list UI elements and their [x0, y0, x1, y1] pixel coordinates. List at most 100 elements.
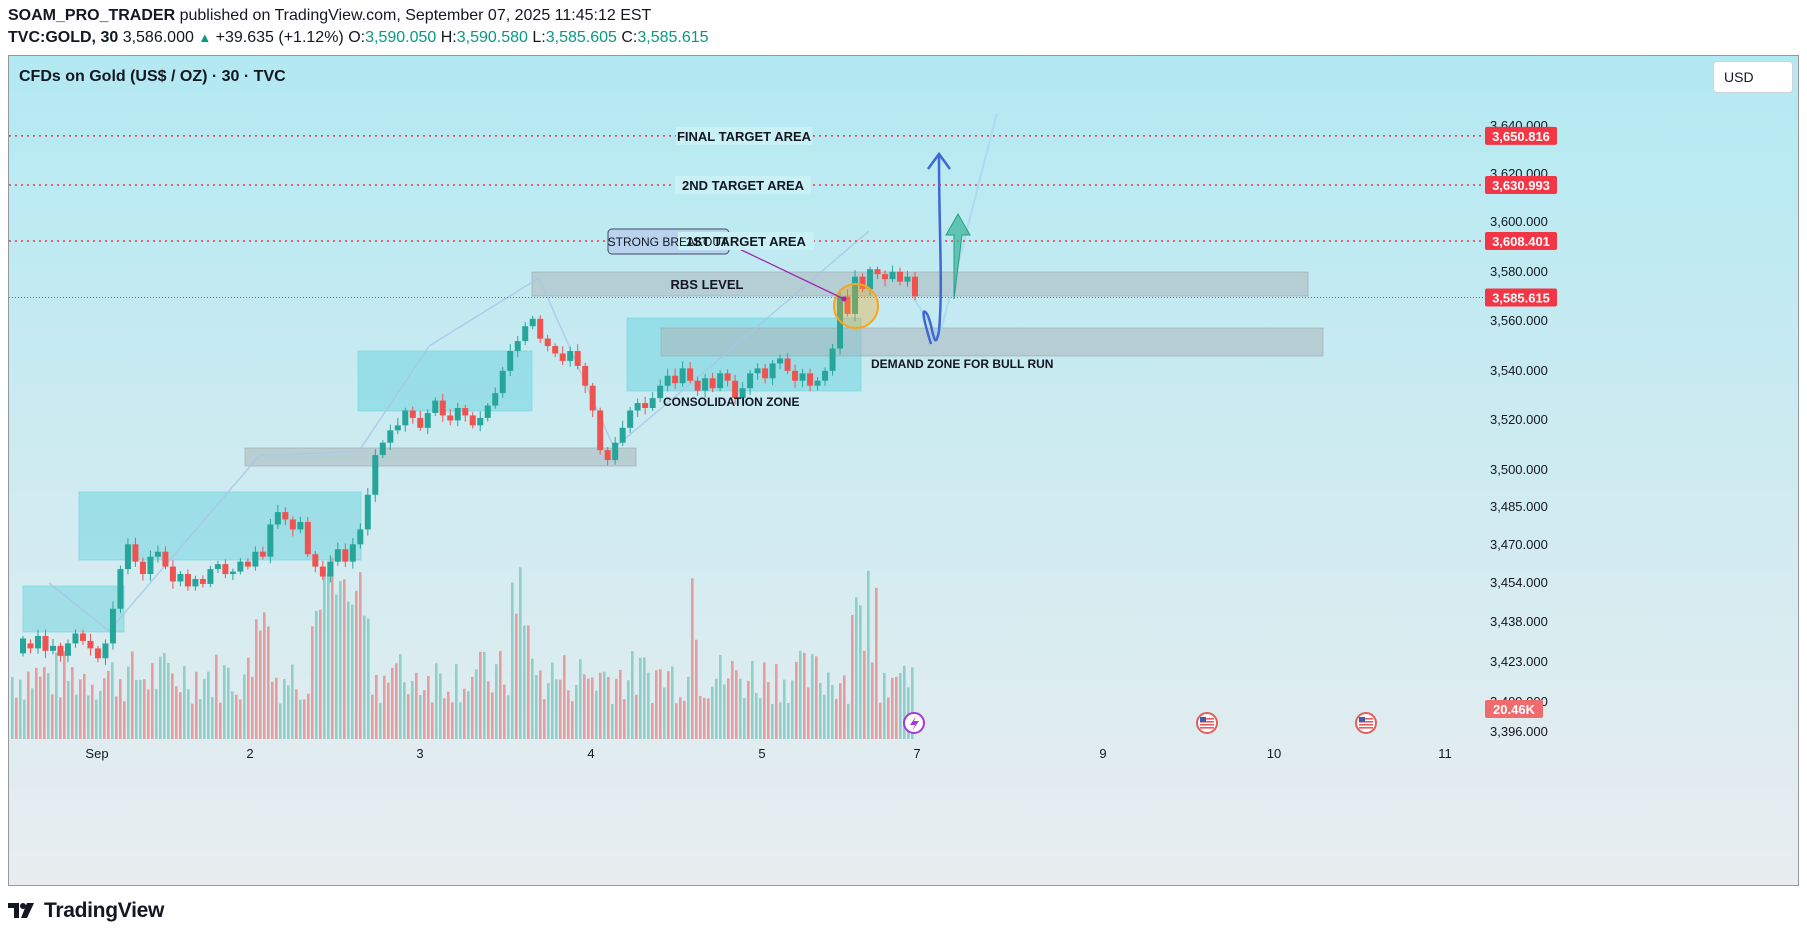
blue-arrow-head	[926, 151, 952, 170]
volume-bar	[791, 680, 794, 739]
candle-body	[297, 521, 304, 530]
chart-pane[interactable]: FINAL TARGET AREA 2ND TARGET AREA 1ST TARG…	[8, 55, 1799, 886]
xaxis-tick-label: 10	[1267, 746, 1281, 761]
volume-bar	[839, 683, 842, 739]
volume-bar	[895, 676, 898, 739]
volume-bar	[619, 669, 622, 739]
candle-body	[589, 385, 596, 411]
projected-path	[908, 112, 998, 341]
volume-bar	[831, 685, 834, 739]
volume-bar	[827, 672, 830, 739]
volume-bar	[491, 692, 494, 739]
volume-bar	[211, 697, 214, 739]
volume-bar	[383, 675, 386, 739]
flag-stripe	[1200, 721, 1214, 723]
volume-bar	[311, 626, 314, 739]
candle-body	[807, 373, 814, 386]
volume-bar	[43, 667, 46, 739]
volume-bar	[731, 661, 734, 739]
price-chart[interactable]: FINAL TARGET AREA 2ND TARGET AREA 1ST TARG…	[9, 56, 1799, 886]
volume-bar	[363, 615, 366, 739]
candle-body	[627, 410, 634, 428]
currency-selector[interactable]: USD	[1713, 61, 1793, 93]
volume-bar	[335, 594, 338, 739]
volume-bar	[359, 572, 362, 739]
tradingview-logo-icon[interactable]	[8, 901, 38, 921]
volume-bar	[63, 651, 66, 739]
candle-body	[357, 529, 364, 545]
high-value: 3,590.580	[456, 29, 528, 46]
volume-bar	[67, 680, 70, 739]
volume-bar	[159, 656, 162, 739]
volume-bar	[339, 580, 342, 739]
candle-body	[237, 561, 244, 572]
volume-bar	[107, 670, 110, 739]
volume-bar	[87, 695, 90, 739]
candle-body	[604, 450, 611, 461]
candle-body	[214, 564, 221, 570]
candle-body	[687, 368, 694, 381]
candle-body	[657, 385, 664, 399]
swing-line	[358, 345, 430, 452]
candle-body	[567, 351, 574, 361]
tradingview-logo-text[interactable]: TradingView	[44, 899, 165, 922]
volume-bar	[911, 667, 914, 739]
volume-bar	[627, 680, 630, 739]
candle-body	[64, 643, 71, 656]
candle-body	[282, 512, 289, 520]
volume-bar	[175, 686, 178, 739]
candle-body	[799, 373, 806, 381]
candle-body	[109, 608, 116, 644]
volume-bar	[563, 655, 566, 739]
price-badge	[1485, 175, 1557, 194]
volume-bar	[419, 695, 422, 739]
volume-bar	[683, 700, 686, 739]
volume-bar	[275, 677, 278, 739]
volume-bar	[547, 683, 550, 739]
candle-body	[439, 400, 446, 416]
volume-bar	[523, 625, 526, 739]
volume-bar	[455, 663, 458, 739]
candle-body	[304, 521, 311, 555]
volume-bar	[343, 579, 346, 739]
yaxis-tick-label: 3,580.000	[1490, 264, 1548, 279]
volume-bar	[195, 671, 198, 739]
volume-bar	[27, 671, 30, 739]
volume-bar	[459, 702, 462, 739]
volume-bar	[95, 699, 98, 739]
author-name[interactable]: SOAM_PRO_TRADER	[8, 7, 176, 24]
volume-bar	[615, 678, 618, 739]
volume-bar	[611, 703, 614, 739]
flag-stripe	[1200, 718, 1214, 720]
price-badge-label: 3,650.816	[1492, 129, 1550, 144]
candle-body	[349, 544, 356, 562]
volume-bar	[99, 690, 102, 739]
candle-body	[559, 353, 566, 361]
candle-body	[94, 648, 101, 659]
candle-body	[379, 442, 386, 456]
chart-background	[9, 56, 1798, 885]
volume-bar	[807, 687, 810, 739]
yaxis-tick-label: 3,485.000	[1490, 499, 1548, 514]
volume-bar	[135, 679, 138, 739]
swing-line	[428, 277, 540, 347]
volume-bar	[319, 609, 322, 739]
volume-bar	[115, 696, 118, 739]
volume-bar	[899, 672, 902, 739]
target-label-bg	[678, 231, 814, 250]
price-badge-label: 3,630.993	[1492, 178, 1550, 193]
volume-bar	[227, 667, 230, 739]
target-label-3: 1ST TARGET AREA	[686, 234, 807, 249]
close-label: C:	[621, 29, 638, 46]
yaxis-tick-label: 3,454.000	[1490, 575, 1548, 590]
volume-bar	[387, 682, 390, 739]
volume-bar	[595, 690, 598, 739]
volume-bar	[515, 613, 518, 739]
candle-body	[694, 380, 701, 391]
volume-bar	[271, 681, 274, 739]
volume-bar	[331, 557, 334, 739]
volume-bar	[427, 675, 430, 739]
volume-bar	[299, 699, 302, 739]
price-badge-label: 3,585.615	[1492, 290, 1550, 305]
chart-title: CFDs on Gold (US$ / OZ) · 30 · TVC	[19, 68, 286, 85]
